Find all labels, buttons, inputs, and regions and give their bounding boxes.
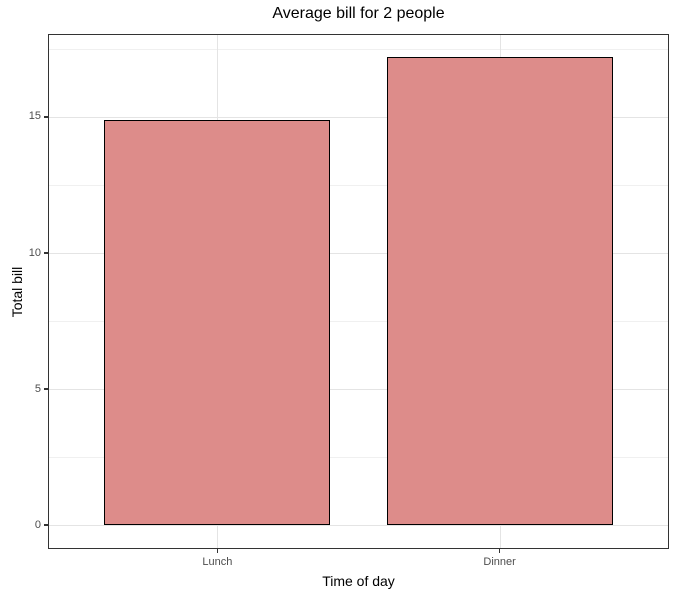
y-axis-title: Total bill bbox=[9, 266, 25, 317]
x-tick-label: Lunch bbox=[202, 556, 233, 568]
y-tick-label: 5 bbox=[34, 382, 41, 395]
chart-title: Average bill for 2 people bbox=[272, 5, 445, 22]
y-tick-label: 10 bbox=[28, 246, 41, 259]
bar-dinner bbox=[386, 57, 613, 526]
gridline-major-y bbox=[48, 525, 669, 527]
x-tick-mark bbox=[498, 549, 501, 553]
x-tick-mark bbox=[216, 549, 219, 553]
gridline-minor-y bbox=[48, 48, 669, 50]
y-tick-mark bbox=[44, 116, 48, 118]
x-axis-title: Time of day bbox=[322, 573, 395, 589]
gridline-major-y bbox=[48, 116, 669, 118]
y-tick-label: 0 bbox=[34, 518, 41, 531]
gridline-major-y bbox=[48, 253, 669, 254]
y-tick-mark bbox=[44, 524, 48, 526]
y-tick-mark bbox=[44, 252, 48, 254]
gridline-major-y bbox=[48, 389, 669, 391]
gridline-minor-y bbox=[48, 321, 669, 323]
gridline-minor-y bbox=[48, 457, 669, 459]
x-tick-label: Dinner bbox=[483, 556, 516, 568]
bar-lunch bbox=[104, 119, 331, 526]
y-tick-label: 15 bbox=[28, 110, 41, 123]
y-tick-mark bbox=[44, 388, 48, 390]
gridline-minor-y bbox=[48, 184, 669, 186]
